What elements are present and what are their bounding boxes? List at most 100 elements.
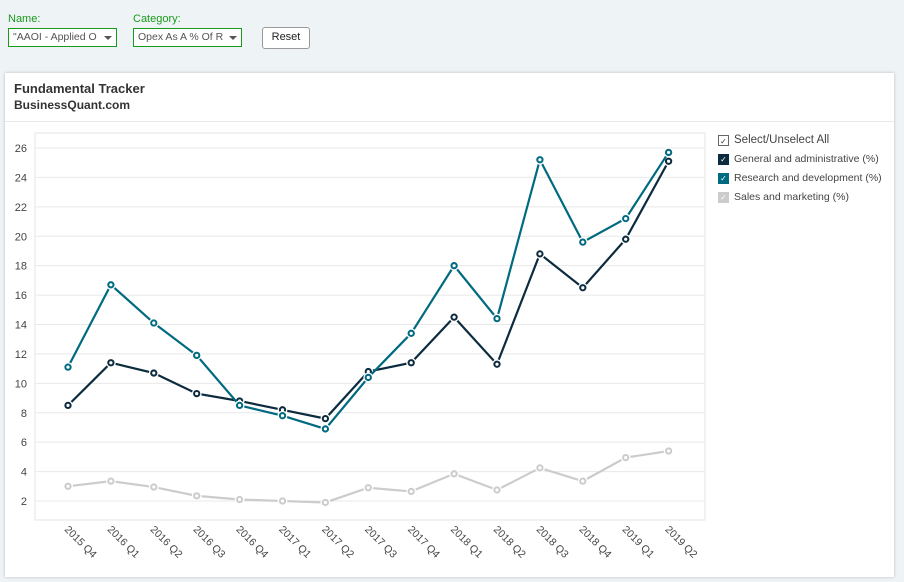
chart-title: Fundamental Tracker — [14, 81, 145, 96]
x-tick-label: 2016 Q2 — [148, 524, 185, 561]
x-tick-label: 2016 Q3 — [191, 524, 228, 561]
category-select[interactable]: Opex As A % Of R — [133, 28, 242, 47]
category-select-value: Opex As A % Of R — [138, 31, 224, 43]
category-label: Category: — [133, 13, 181, 25]
legend: ✓ Select/Unselect All ✓ General and admini… — [718, 131, 882, 207]
data-point-center — [152, 485, 156, 489]
x-tick-label: 2018 Q4 — [577, 524, 614, 561]
data-point-center — [409, 361, 413, 365]
data-point-center — [452, 264, 456, 268]
y-tick-label: 14 — [15, 320, 27, 332]
legend-item[interactable]: ✓ Research and development (%) — [718, 169, 882, 188]
legend-label: General and administrative (%) — [734, 153, 879, 165]
data-point-center — [409, 331, 413, 335]
data-point-center — [581, 286, 585, 290]
data-point-center — [495, 362, 499, 366]
legend-label: Research and development (%) — [734, 172, 882, 184]
select-all-label: Select/Unselect All — [734, 134, 830, 146]
x-tick-label: 2019 Q1 — [620, 524, 657, 561]
divider — [5, 121, 894, 122]
chevron-down-icon — [104, 36, 112, 40]
checkbox-icon: ✓ — [718, 192, 729, 203]
x-tick-label: 2016 Q4 — [233, 524, 270, 561]
data-point-center — [495, 317, 499, 321]
y-tick-label: 24 — [15, 172, 27, 184]
data-point-center — [66, 403, 70, 407]
data-point-center — [152, 321, 156, 325]
data-point-center — [66, 365, 70, 369]
y-tick-label: 4 — [21, 467, 27, 479]
x-tick-label: 2018 Q1 — [448, 524, 485, 561]
legend-item[interactable]: ✓ General and administrative (%) — [718, 150, 882, 169]
data-point-center — [280, 499, 285, 503]
data-point-center — [667, 159, 671, 163]
data-point-center — [280, 414, 285, 418]
x-tick-label: 2017 Q1 — [276, 524, 313, 561]
data-point-center — [624, 237, 628, 241]
data-point-center — [323, 417, 327, 421]
chevron-down-icon — [229, 36, 237, 40]
data-point-center — [195, 392, 199, 396]
data-point-center — [452, 315, 456, 319]
data-point-center — [366, 486, 370, 490]
checkbox-icon: ✓ — [718, 154, 729, 165]
y-tick-label: 16 — [15, 290, 27, 302]
data-point-center — [366, 375, 370, 380]
name-label: Name: — [8, 13, 41, 25]
y-tick-label: 12 — [15, 349, 27, 361]
reset-button[interactable]: Reset — [262, 27, 310, 49]
y-tick-label: 22 — [15, 202, 27, 214]
legend-item[interactable]: ✓ Sales and marketing (%) — [718, 188, 882, 207]
data-point-center — [238, 497, 242, 502]
name-select-value: "AAOI - Applied O — [13, 31, 97, 43]
data-point-center — [667, 449, 671, 453]
x-tick-label: 2017 Q3 — [362, 524, 399, 561]
series-line — [67, 449, 669, 504]
name-select[interactable]: "AAOI - Applied O — [8, 28, 117, 47]
data-point-center — [152, 371, 156, 375]
data-point-center — [538, 158, 542, 162]
checkbox-icon: ✓ — [718, 173, 729, 184]
data-point-center — [109, 361, 113, 365]
x-tick-label: 2015 Q4 — [62, 524, 99, 561]
y-tick-label: 26 — [15, 143, 27, 155]
data-point-center — [366, 369, 370, 374]
data-point-center — [581, 240, 585, 244]
x-tick-label: 2018 Q3 — [534, 524, 571, 561]
x-tick-label: 2017 Q2 — [319, 524, 356, 561]
y-tick-label: 6 — [21, 437, 27, 449]
chart-subtitle: BusinessQuant.com — [14, 98, 131, 112]
legend-label: Sales and marketing (%) — [734, 191, 849, 203]
select-all-toggle[interactable]: ✓ Select/Unselect All — [718, 131, 882, 150]
data-point-center — [195, 494, 199, 498]
data-point-center — [66, 484, 70, 488]
checkbox-icon: ✓ — [718, 135, 729, 146]
data-point-center — [452, 472, 456, 476]
data-point-center — [323, 427, 327, 431]
data-point-center — [538, 252, 542, 256]
data-point-center — [624, 456, 628, 460]
y-tick-label: 8 — [21, 408, 27, 420]
data-point-center — [409, 489, 413, 494]
x-tick-label: 2019 Q2 — [662, 524, 699, 561]
x-tick-label: 2018 Q2 — [491, 524, 528, 561]
series-line — [67, 151, 670, 431]
data-point-center — [495, 488, 499, 492]
data-point-center — [323, 500, 327, 505]
data-point-center — [109, 283, 113, 287]
y-tick-label: 20 — [15, 231, 27, 243]
x-tick-label: 2017 Q4 — [405, 524, 442, 561]
y-tick-label: 18 — [15, 261, 27, 273]
data-point-center — [238, 403, 242, 407]
data-point-center — [109, 479, 113, 483]
data-point-center — [195, 353, 199, 357]
data-point-center — [280, 408, 285, 412]
x-tick-label: 2016 Q1 — [105, 524, 142, 561]
plot-area — [34, 132, 706, 521]
y-tick-label: 2 — [21, 496, 27, 508]
data-point-center — [538, 466, 542, 470]
data-point-center — [581, 479, 585, 483]
y-tick-label: 10 — [15, 378, 27, 390]
data-point-center — [624, 217, 628, 221]
